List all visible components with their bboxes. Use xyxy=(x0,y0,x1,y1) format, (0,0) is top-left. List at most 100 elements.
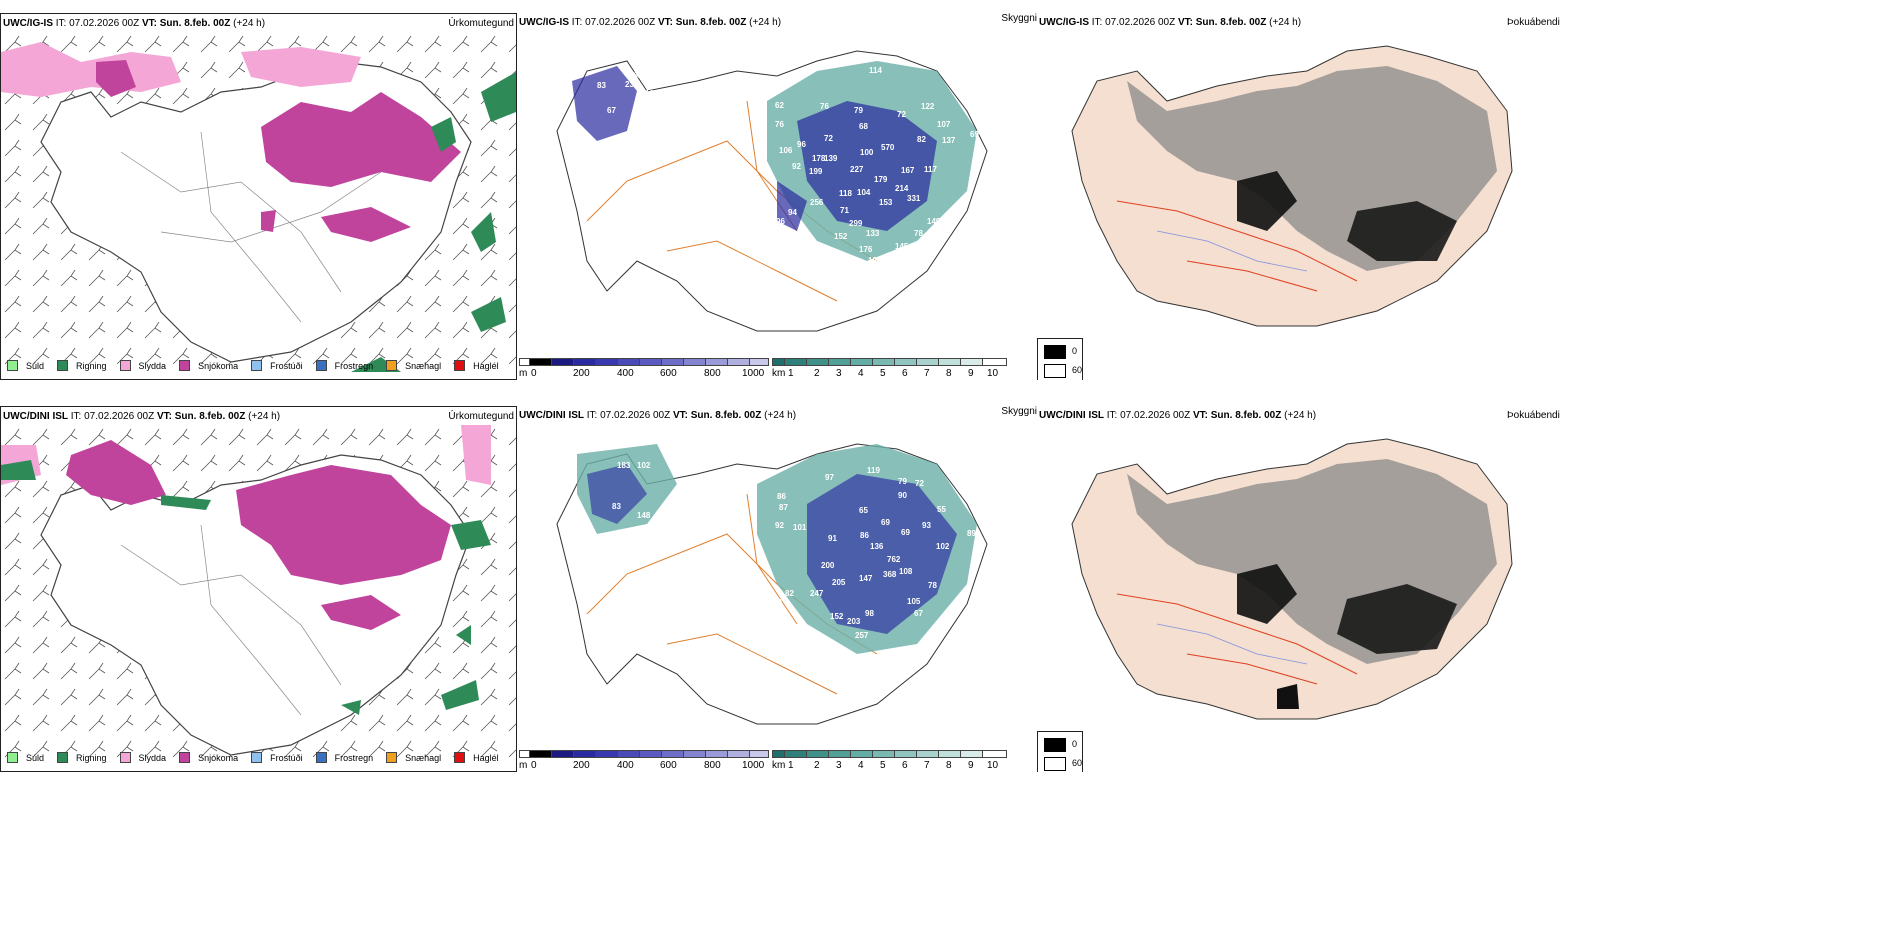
panel-title: Úrkomutegund xyxy=(448,411,514,422)
panel-title: Úrkomutegund xyxy=(448,18,514,29)
fog-map xyxy=(1071,438,1513,720)
ceiling-label: 176 xyxy=(859,245,873,254)
ceiling-colorbar: m 0 200 400 600 800 1000 xyxy=(519,358,769,380)
ceiling-label: 65 xyxy=(859,506,868,515)
visibility-tick: 9 xyxy=(968,760,974,771)
lead-time: (+24 h) xyxy=(749,17,782,28)
ceiling-label: 153 xyxy=(879,198,893,207)
ceiling-labels: 183 102 83 148 58 72 108 86 97 119 79 72… xyxy=(612,461,976,714)
ceiling-label: 230 xyxy=(625,80,639,89)
ceiling-label: 87 xyxy=(779,503,788,512)
ceiling-label: 167 xyxy=(901,166,915,175)
snow-area xyxy=(96,60,136,97)
ceiling-unit: m xyxy=(519,368,528,379)
panel-header: UWC/DINI ISL IT: 07.02.2026 00Z VT: Sun.… xyxy=(519,410,796,421)
ceiling-label: 183 xyxy=(617,461,631,470)
ceiling-label: 93 xyxy=(922,521,931,530)
ceiling-tick: 600 xyxy=(660,760,677,771)
it-label: IT: xyxy=(1106,410,1118,421)
ceiling-label: 331 xyxy=(907,194,921,203)
lead-time: (+24 h) xyxy=(1269,17,1302,28)
ceiling-label: 368 xyxy=(883,570,897,579)
legend-snow-pellets: Snæhagl xyxy=(386,752,441,763)
visibility-tick: 4 xyxy=(858,760,864,771)
visibility-tick: 1 xyxy=(788,368,794,379)
ceiling-label: 257 xyxy=(855,631,869,640)
ceiling-tick: 0 xyxy=(531,760,537,771)
ceiling-label: 76 xyxy=(820,102,829,111)
valid-time: Sun. 8.feb. 00Z xyxy=(1195,17,1267,28)
visibility-tick: 10 xyxy=(987,368,999,379)
ceiling-label: 78 xyxy=(928,581,937,590)
ceiling-label: 82 xyxy=(785,589,794,598)
vt-label: VT: xyxy=(657,17,673,28)
legend-rain: Rigning xyxy=(57,360,107,371)
ceiling-label: 76 xyxy=(775,120,784,129)
lead-time: (+24 h) xyxy=(764,410,797,421)
panel-title: Skyggni xyxy=(1001,406,1037,417)
visibility-unit: km xyxy=(772,760,786,771)
ceiling-label: 101 xyxy=(793,523,807,532)
ceiling-label: 86 xyxy=(860,531,869,540)
it-label: IT: xyxy=(70,411,82,422)
ceiling-label: 67 xyxy=(607,106,616,115)
ceiling-label: 105 xyxy=(907,597,921,606)
ceiling-label: 149 xyxy=(927,217,941,226)
ceiling-label: 79 xyxy=(854,106,863,115)
init-time: 07.02.2026 00Z xyxy=(585,17,656,28)
panel-header: UWC/DINI ISL IT: 07.02.2026 00Z VT: Sun.… xyxy=(3,411,280,422)
panel-header: UWC/DINI ISL IT: 07.02.2026 00Z VT: Sun.… xyxy=(1039,410,1316,421)
ceiling-label: 83 xyxy=(657,136,666,145)
visibility-tick: 8 xyxy=(946,368,952,379)
ceiling-label: 108 xyxy=(720,492,734,501)
fog-panel-top: UWC/IG-IS IT: 07.02.2026 00Z VT: Sun. 8.… xyxy=(1037,13,1900,380)
visibility-tick: 1 xyxy=(788,760,794,771)
ceiling-tick: 600 xyxy=(660,368,677,379)
legend-drizzle: Súld xyxy=(7,752,44,763)
ceiling-label: 71 xyxy=(840,206,849,215)
ceiling-label: 161 xyxy=(629,71,643,80)
ceiling-label: 92 xyxy=(775,521,784,530)
ceiling-label: 256 xyxy=(810,198,824,207)
precip-map xyxy=(1,32,516,372)
fog-legend-max: 60 xyxy=(1072,758,1083,768)
legend-snow: Snjókoma xyxy=(179,752,238,763)
ceiling-label: 196 xyxy=(868,256,882,265)
vt-label: VT: xyxy=(1192,410,1208,421)
model-name: UWC/DINI ISL xyxy=(519,410,584,421)
visibility-tick: 7 xyxy=(924,368,930,379)
fog-legend-min: 0 xyxy=(1072,739,1078,749)
ceiling-colorbar: m 0 200 400 600 800 1000 xyxy=(519,750,769,772)
ceiling-label: 90 xyxy=(898,491,907,500)
ceiling-tick: 800 xyxy=(704,760,721,771)
it-label: IT: xyxy=(571,17,583,28)
visibility-tick: 3 xyxy=(836,368,842,379)
ceiling-label: 199 xyxy=(809,167,823,176)
visibility-tick: 6 xyxy=(902,760,908,771)
visibility-tick: 6 xyxy=(902,368,908,379)
ceiling-label: 179 xyxy=(874,175,888,184)
it-label: IT: xyxy=(1091,17,1103,28)
ceiling-label: 62 xyxy=(775,101,784,110)
ceiling-label: 86 xyxy=(777,492,786,501)
ceiling-label: 205 xyxy=(832,578,846,587)
valid-time: Sun. 8.feb. 00Z xyxy=(174,411,246,422)
visibility-colorbar: km 1 2 3 4 5 6 7 8 9 10 xyxy=(772,358,1012,380)
legend-sleet: Slydda xyxy=(119,360,166,371)
model-name: UWC/DINI ISL xyxy=(3,411,68,422)
it-label: IT: xyxy=(586,410,598,421)
ceiling-label: 69 xyxy=(970,130,979,139)
ceiling-tick: 200 xyxy=(573,760,590,771)
ceiling-tick: 200 xyxy=(573,368,590,379)
ceiling-label: 96 xyxy=(797,140,806,149)
fog-map xyxy=(1071,45,1513,327)
ceiling-label: 83 xyxy=(597,81,606,90)
vt-label: VT: xyxy=(156,411,172,422)
legend-freezing-rain: Frostregn xyxy=(315,360,373,371)
ceiling-label: 136 xyxy=(870,542,884,551)
ceiling-label: 96 xyxy=(776,217,785,226)
legend-hail: Haglél xyxy=(454,360,499,371)
model-name: UWC/IG-IS xyxy=(519,17,569,28)
ceiling-label: 72 xyxy=(824,134,833,143)
cloud-map: 161 83 230 105 67 90 83 114 62 76 79 72 … xyxy=(556,50,988,332)
